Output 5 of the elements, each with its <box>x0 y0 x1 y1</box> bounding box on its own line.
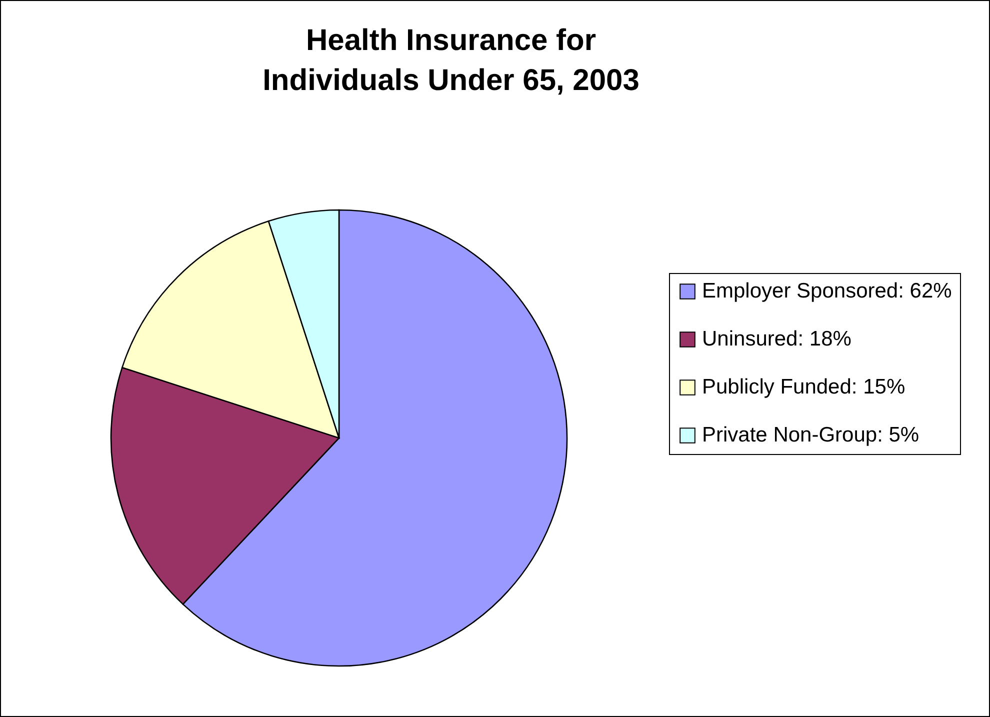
legend-label: Uninsured: 18% <box>702 328 852 350</box>
legend-label: Employer Sponsored: 62% <box>702 280 952 302</box>
legend-label: Private Non-Group: 5% <box>702 424 920 446</box>
legend-label: Publicly Funded: 15% <box>702 376 906 398</box>
chart-title: Health Insurance for Individuals Under 65, 2003 <box>262 24 640 97</box>
